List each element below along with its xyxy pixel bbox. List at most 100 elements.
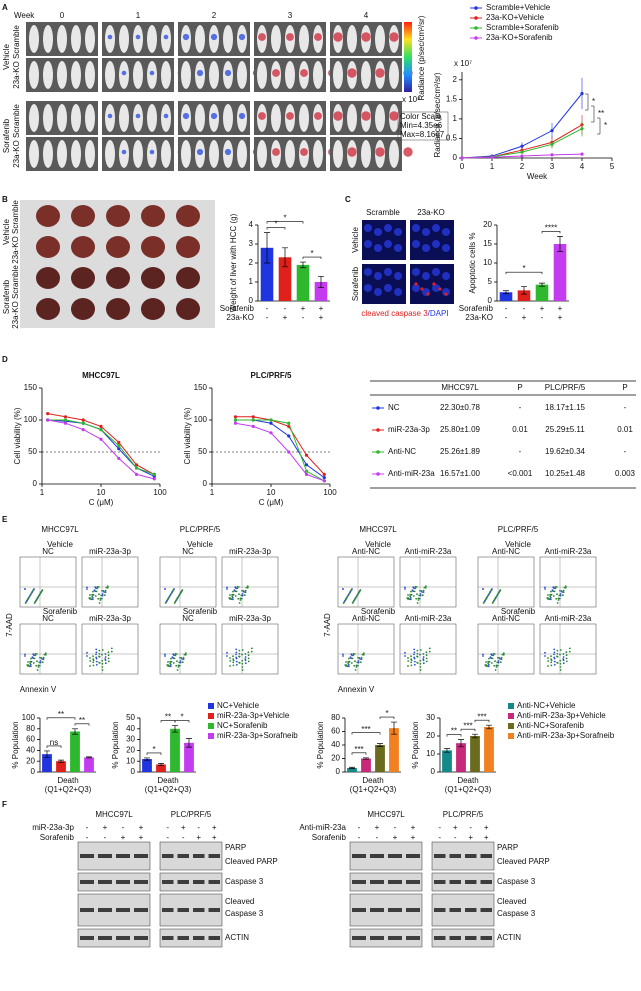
label: NC xyxy=(42,614,54,623)
event xyxy=(497,661,500,664)
event xyxy=(229,660,232,662)
chart-title: PLC/PRF/5 xyxy=(251,371,292,380)
mouse xyxy=(29,140,39,168)
event xyxy=(95,587,97,590)
label: 10.25±1.48 xyxy=(545,469,586,478)
point xyxy=(46,418,50,422)
error-bar xyxy=(458,739,464,748)
nucleus xyxy=(432,224,440,232)
event xyxy=(244,656,247,658)
event xyxy=(33,654,35,657)
sig-label: *** xyxy=(477,712,486,721)
point xyxy=(322,479,326,483)
event xyxy=(360,658,363,661)
event xyxy=(95,663,98,666)
event xyxy=(232,661,235,664)
event xyxy=(495,664,498,667)
mouse xyxy=(209,140,219,168)
label: 25.26±1.89 xyxy=(440,447,481,456)
y-tick-label: 0 xyxy=(431,767,436,776)
band xyxy=(465,854,477,858)
event xyxy=(350,589,353,591)
event xyxy=(169,660,172,663)
y-axis-label: % Population xyxy=(411,721,420,768)
band xyxy=(134,936,148,940)
y-tick-label: 15 xyxy=(483,239,492,248)
event xyxy=(360,656,363,659)
point xyxy=(287,421,291,425)
point xyxy=(117,456,121,460)
label: - xyxy=(86,823,89,832)
flow-plot xyxy=(539,623,597,675)
event xyxy=(91,596,94,599)
event xyxy=(32,657,35,660)
label: + xyxy=(558,304,563,313)
event xyxy=(33,602,36,604)
band xyxy=(388,854,402,858)
event xyxy=(100,597,103,600)
mouse xyxy=(333,61,343,89)
nucleus xyxy=(394,272,402,280)
y-tick-label: 40 xyxy=(26,746,35,755)
event xyxy=(493,664,496,667)
event xyxy=(24,655,26,657)
point xyxy=(251,424,255,428)
band xyxy=(80,908,94,912)
label: - xyxy=(197,823,200,832)
band xyxy=(162,936,174,940)
x-tick-label: (Q1+Q2+Q3) xyxy=(350,785,397,794)
event xyxy=(413,648,416,651)
event xyxy=(89,598,91,600)
event xyxy=(247,651,250,654)
event xyxy=(236,585,239,588)
band xyxy=(388,908,402,912)
legend-marker xyxy=(474,36,478,40)
event xyxy=(29,594,32,596)
y-tick-label: 0 xyxy=(488,296,493,305)
x-tick-label: 10 xyxy=(97,488,106,497)
label: P xyxy=(622,383,627,392)
band xyxy=(208,854,220,858)
event xyxy=(422,658,425,660)
event xyxy=(564,586,567,589)
y-tick-label: 20 xyxy=(331,754,340,763)
event xyxy=(244,653,247,655)
event xyxy=(101,666,104,668)
event xyxy=(557,597,560,600)
point xyxy=(520,144,524,148)
band xyxy=(177,880,189,884)
event xyxy=(419,666,422,668)
event xyxy=(179,661,182,664)
bar xyxy=(499,292,513,301)
event xyxy=(107,657,110,660)
nucleus xyxy=(442,228,450,236)
sig-bracket xyxy=(302,256,322,260)
event xyxy=(359,661,362,664)
event xyxy=(487,662,490,665)
signal xyxy=(258,112,266,120)
mouse xyxy=(85,104,95,132)
bar xyxy=(470,736,480,772)
band xyxy=(193,908,205,912)
event xyxy=(562,658,565,660)
label: Anti-NC xyxy=(352,614,380,623)
label: C xyxy=(345,195,351,204)
nucleus xyxy=(412,240,420,248)
point xyxy=(251,415,255,419)
label: - xyxy=(519,403,522,412)
event xyxy=(428,650,431,653)
event xyxy=(419,659,422,662)
event xyxy=(559,659,562,662)
label: - xyxy=(358,823,361,832)
event xyxy=(357,660,360,662)
event xyxy=(241,649,244,651)
event xyxy=(27,661,29,663)
event xyxy=(90,598,93,601)
event xyxy=(180,590,183,592)
label: 4 xyxy=(364,11,369,20)
bar xyxy=(553,244,567,301)
legend-label: Anti-miR-23a-3p+Sorafneib xyxy=(517,731,615,740)
event xyxy=(417,597,420,600)
label: Radiance (p/sec/cm²/sr) xyxy=(417,15,426,100)
event xyxy=(232,593,235,596)
